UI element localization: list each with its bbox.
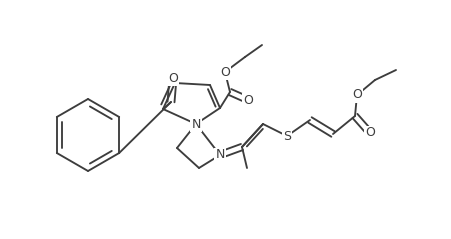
Text: N: N bbox=[191, 118, 200, 130]
Text: O: O bbox=[243, 93, 253, 107]
Text: N: N bbox=[215, 148, 224, 162]
Text: O: O bbox=[351, 88, 361, 102]
Text: O: O bbox=[168, 71, 178, 85]
Text: O: O bbox=[364, 126, 374, 140]
Text: O: O bbox=[220, 65, 230, 78]
Text: S: S bbox=[282, 130, 290, 142]
